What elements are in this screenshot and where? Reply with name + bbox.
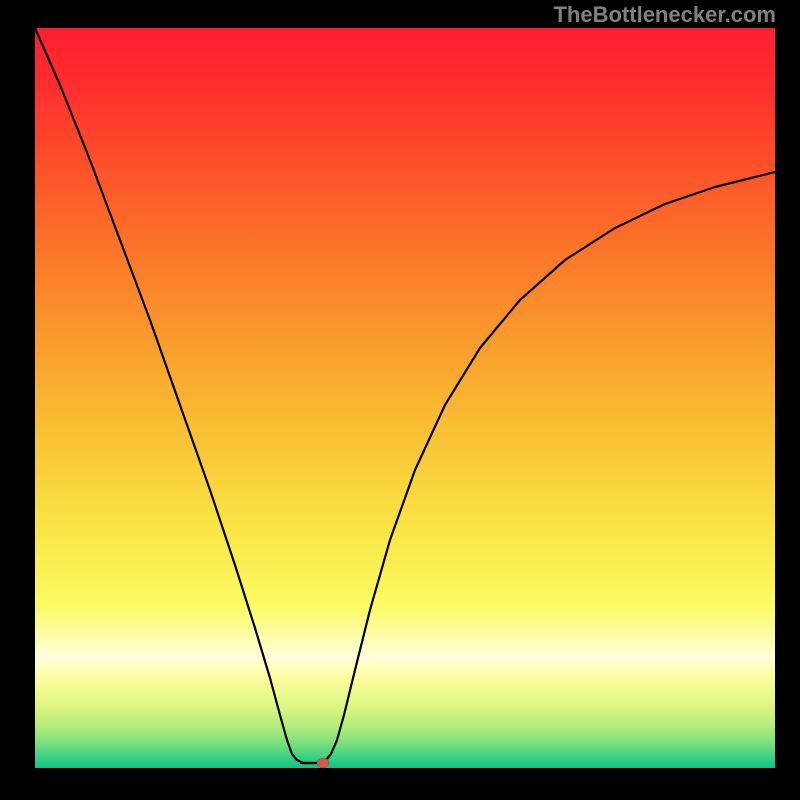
plot-area — [35, 28, 775, 768]
gradient-background — [35, 28, 775, 768]
watermark-text: TheBottlenecker.com — [553, 2, 776, 28]
